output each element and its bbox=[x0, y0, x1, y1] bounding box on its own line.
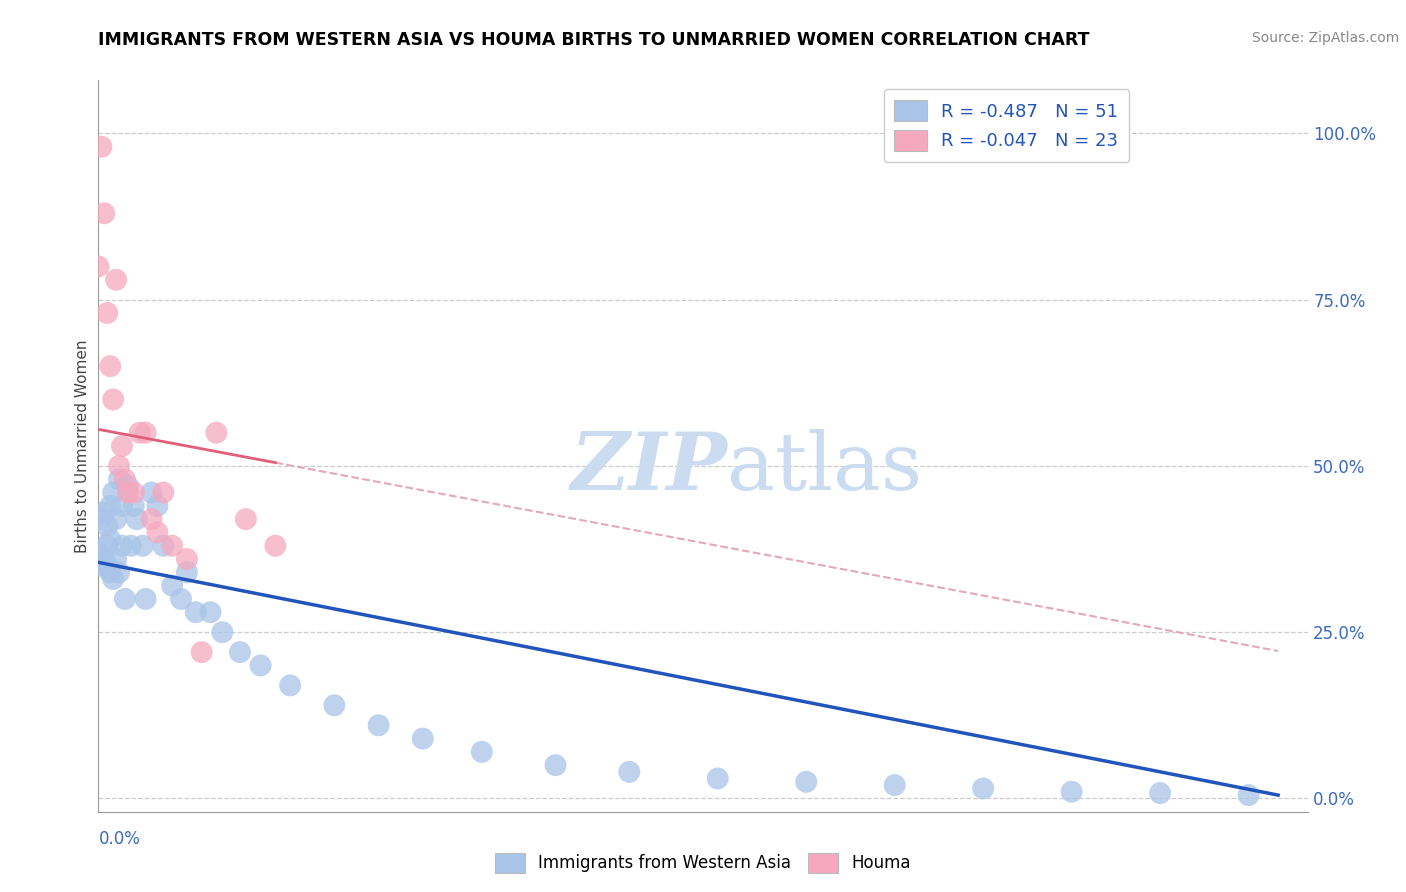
Point bbox=[146, 499, 169, 513]
Point bbox=[108, 472, 131, 486]
Point bbox=[249, 658, 271, 673]
Point bbox=[152, 539, 174, 553]
Point bbox=[105, 512, 128, 526]
Point bbox=[160, 579, 183, 593]
Point bbox=[98, 359, 121, 374]
Point bbox=[96, 558, 118, 573]
Point bbox=[152, 485, 174, 500]
Point bbox=[105, 273, 128, 287]
Point bbox=[211, 625, 233, 640]
Point bbox=[108, 458, 131, 473]
Point bbox=[93, 552, 115, 566]
Point bbox=[96, 518, 118, 533]
Point bbox=[93, 206, 115, 220]
Point bbox=[619, 764, 641, 779]
Point bbox=[544, 758, 567, 772]
Point bbox=[101, 392, 124, 407]
Point bbox=[105, 552, 128, 566]
Point bbox=[125, 512, 148, 526]
Legend: R = -0.487   N = 51, R = -0.047   N = 23: R = -0.487 N = 51, R = -0.047 N = 23 bbox=[883, 89, 1129, 161]
Legend: Immigrants from Western Asia, Houma: Immigrants from Western Asia, Houma bbox=[488, 847, 918, 880]
Point bbox=[128, 425, 150, 440]
Point bbox=[122, 485, 145, 500]
Point bbox=[90, 558, 112, 573]
Point bbox=[114, 472, 136, 486]
Text: 0.0%: 0.0% bbox=[98, 830, 141, 848]
Point bbox=[367, 718, 389, 732]
Point bbox=[98, 532, 121, 546]
Point bbox=[412, 731, 434, 746]
Text: atlas: atlas bbox=[727, 429, 922, 507]
Point bbox=[120, 539, 142, 553]
Point bbox=[90, 512, 112, 526]
Point bbox=[98, 499, 121, 513]
Point bbox=[135, 425, 157, 440]
Point bbox=[135, 591, 157, 606]
Y-axis label: Births to Unmarried Women: Births to Unmarried Women bbox=[75, 339, 90, 553]
Point bbox=[111, 439, 134, 453]
Point bbox=[141, 485, 163, 500]
Point bbox=[229, 645, 252, 659]
Point bbox=[471, 745, 494, 759]
Text: Source: ZipAtlas.com: Source: ZipAtlas.com bbox=[1251, 31, 1399, 45]
Point bbox=[111, 539, 134, 553]
Text: ZIP: ZIP bbox=[571, 429, 727, 507]
Point bbox=[170, 591, 193, 606]
Point bbox=[176, 566, 198, 580]
Point bbox=[117, 479, 139, 493]
Point bbox=[160, 539, 183, 553]
Point bbox=[101, 572, 124, 586]
Point bbox=[87, 545, 110, 559]
Point bbox=[146, 525, 169, 540]
Point bbox=[706, 772, 728, 786]
Point bbox=[200, 605, 222, 619]
Point bbox=[111, 499, 134, 513]
Point bbox=[90, 140, 112, 154]
Point bbox=[101, 485, 124, 500]
Point bbox=[98, 566, 121, 580]
Point bbox=[176, 552, 198, 566]
Point bbox=[122, 499, 145, 513]
Point bbox=[131, 539, 153, 553]
Point bbox=[264, 539, 287, 553]
Point bbox=[1237, 788, 1260, 802]
Point bbox=[93, 506, 115, 520]
Point bbox=[96, 539, 118, 553]
Point bbox=[117, 485, 139, 500]
Point bbox=[1149, 786, 1171, 800]
Point bbox=[205, 425, 228, 440]
Point bbox=[323, 698, 346, 713]
Text: IMMIGRANTS FROM WESTERN ASIA VS HOUMA BIRTHS TO UNMARRIED WOMEN CORRELATION CHAR: IMMIGRANTS FROM WESTERN ASIA VS HOUMA BI… bbox=[98, 31, 1090, 49]
Point bbox=[184, 605, 207, 619]
Point bbox=[87, 260, 110, 274]
Point bbox=[1060, 785, 1083, 799]
Point bbox=[141, 512, 163, 526]
Point bbox=[794, 774, 817, 789]
Point bbox=[96, 306, 118, 320]
Point bbox=[883, 778, 905, 792]
Point bbox=[108, 566, 131, 580]
Point bbox=[235, 512, 257, 526]
Point bbox=[190, 645, 212, 659]
Point bbox=[278, 678, 301, 692]
Point bbox=[114, 591, 136, 606]
Point bbox=[972, 781, 994, 796]
